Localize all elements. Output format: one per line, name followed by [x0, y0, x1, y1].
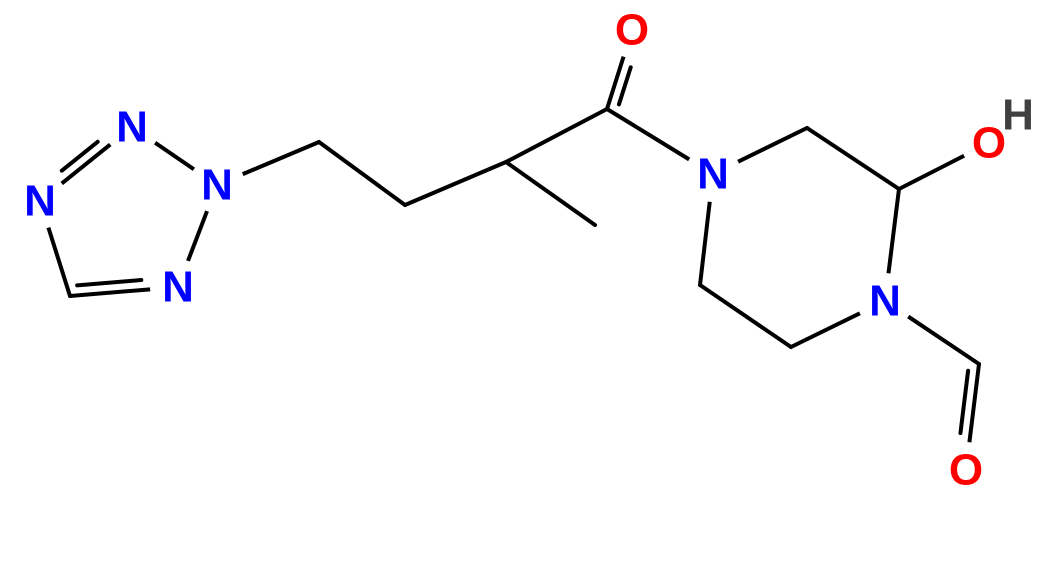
molecule-diagram: NNNNONNOHO: [0, 0, 1053, 570]
atom-label-n: N: [869, 277, 901, 326]
bond: [506, 162, 595, 225]
bond: [888, 189, 899, 273]
bond: [700, 202, 710, 285]
bond: [319, 142, 405, 205]
bond: [243, 142, 319, 174]
atom-label-layer: NNNNONNOHO: [24, 6, 1034, 495]
atom-label-o: O: [972, 119, 1006, 168]
bond-double-inner: [960, 371, 968, 433]
bond-double-inner: [619, 67, 631, 104]
bond: [506, 109, 607, 162]
bond: [48, 228, 70, 296]
atom-label-h: H: [1002, 91, 1034, 140]
bond: [969, 364, 979, 442]
bond: [700, 285, 791, 347]
atom-label-o: O: [615, 6, 649, 55]
bond-double-inner: [77, 280, 141, 285]
bond: [738, 128, 807, 162]
bond: [899, 156, 964, 189]
bond: [70, 289, 150, 296]
bond-double-inner: [62, 142, 98, 171]
bond: [908, 317, 979, 364]
bond: [188, 211, 207, 261]
bond: [607, 109, 689, 159]
atom-label-n: N: [24, 177, 56, 226]
bond: [155, 143, 194, 169]
bond: [405, 162, 506, 205]
atom-label-o: O: [949, 446, 983, 495]
atom-label-n: N: [116, 103, 148, 152]
bond: [791, 313, 860, 347]
atom-label-n: N: [697, 150, 729, 199]
bond: [807, 128, 899, 189]
bonds-layer: [48, 57, 979, 443]
atom-label-n: N: [162, 263, 194, 312]
atom-label-n: N: [201, 161, 233, 210]
